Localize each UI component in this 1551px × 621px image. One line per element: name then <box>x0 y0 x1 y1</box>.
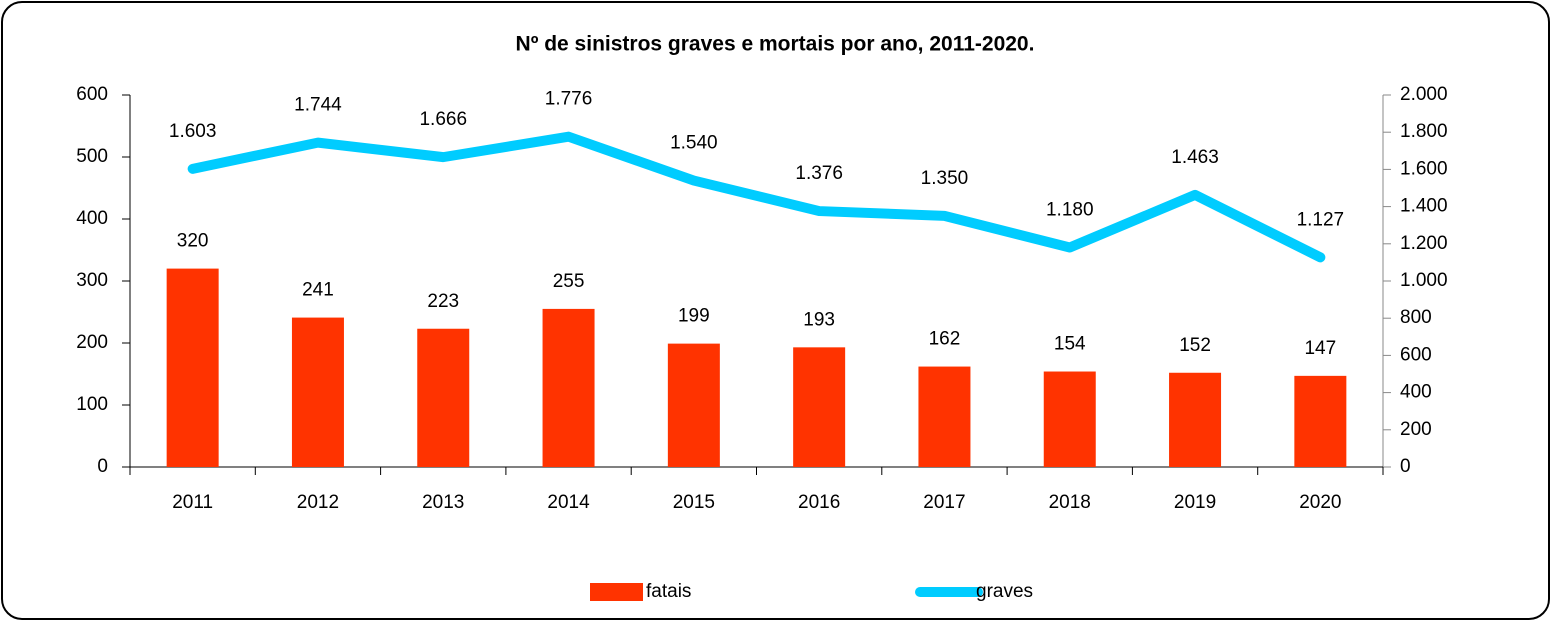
bar-value-label: 152 <box>1179 335 1211 356</box>
x-tick-label: 2015 <box>673 492 715 513</box>
line-value-label: 1.776 <box>545 89 593 110</box>
bar-value-label: 255 <box>553 271 585 292</box>
bar-value-label: 193 <box>803 309 835 330</box>
y2-tick-label: 2.000 <box>1400 84 1448 105</box>
y-tick-label: 400 <box>76 208 108 229</box>
y2-tick-label: 1.400 <box>1400 196 1448 217</box>
x-tick-label: 2017 <box>923 492 965 513</box>
y-tick-label: 300 <box>76 270 108 291</box>
legend-swatch <box>590 583 643 601</box>
y2-tick-label: 400 <box>1400 382 1432 403</box>
bar <box>1294 375 1347 467</box>
chart-title: Nº de sinistros graves e mortais por ano… <box>516 33 1035 56</box>
line-value-label: 1.540 <box>670 133 718 154</box>
line-value-label: 1.666 <box>419 109 467 130</box>
line-value-label: 1.180 <box>1046 200 1094 221</box>
x-tick-label: 2016 <box>798 492 840 513</box>
legend-label: fatais <box>646 581 691 602</box>
y-tick-label: 600 <box>76 84 108 105</box>
bar <box>166 268 219 467</box>
y-tick-label: 100 <box>76 394 108 415</box>
line <box>187 131 1326 263</box>
line-value-label: 1.463 <box>1171 147 1219 168</box>
bar-value-label: 320 <box>177 231 209 252</box>
bar-value-label: 154 <box>1054 334 1086 355</box>
x-tick-label: 2020 <box>1299 492 1341 513</box>
bar <box>793 347 846 467</box>
x-tick-label: 2014 <box>547 492 590 513</box>
y2-tick-label: 600 <box>1400 344 1432 365</box>
bar <box>667 343 720 467</box>
y2-tick-label: 1.000 <box>1400 270 1448 291</box>
bar <box>918 366 971 467</box>
line-value-label: 1.350 <box>921 168 969 189</box>
x-tick-label: 2012 <box>297 492 339 513</box>
bar <box>1043 371 1096 467</box>
x-tick-label: 2013 <box>422 492 464 513</box>
y-tick-label: 200 <box>76 332 108 353</box>
y-tick-label: 500 <box>76 146 108 167</box>
bar <box>291 317 344 467</box>
line-value-label: 1.376 <box>795 163 843 184</box>
bar <box>1169 372 1222 467</box>
bar <box>542 308 595 467</box>
bar-value-label: 199 <box>678 306 710 327</box>
x-tick-label: 2018 <box>1049 492 1091 513</box>
line-value-label: 1.127 <box>1297 209 1345 230</box>
y2-tick-label: 1.200 <box>1400 233 1448 254</box>
line-value-label: 1.744 <box>294 95 342 116</box>
bar <box>417 328 470 467</box>
y-tick-label: 0 <box>97 456 108 477</box>
line-value-label: 1.603 <box>169 121 217 142</box>
bar-value-label: 241 <box>302 280 334 301</box>
x-tick-label: 2011 <box>172 492 213 513</box>
bar-value-label: 162 <box>929 329 961 350</box>
bar-value-label: 147 <box>1304 338 1336 359</box>
x-tick-label: 2019 <box>1174 492 1216 513</box>
y2-tick-label: 1.800 <box>1400 121 1448 142</box>
y2-tick-label: 1.600 <box>1400 158 1448 179</box>
y2-tick-label: 200 <box>1400 419 1432 440</box>
y2-tick-label: 0 <box>1400 456 1411 477</box>
legend-label: graves <box>976 581 1033 602</box>
y2-tick-label: 800 <box>1400 307 1432 328</box>
bar-value-label: 223 <box>427 291 459 312</box>
